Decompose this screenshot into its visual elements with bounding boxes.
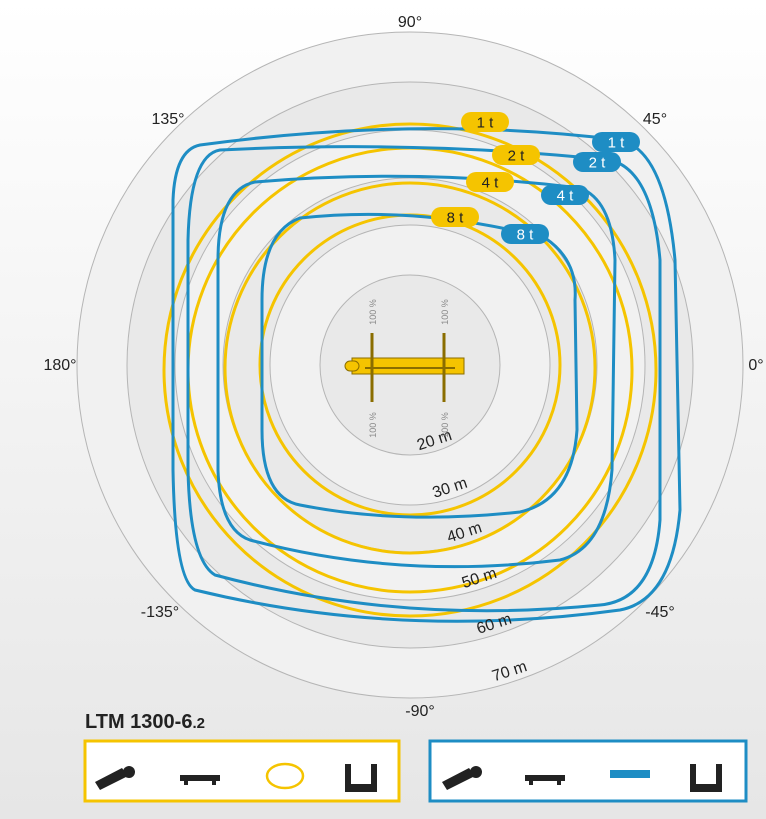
curve-1t-standard — [162, 122, 658, 618]
curve-4t-standard — [223, 181, 597, 555]
load-label-standard-bg — [492, 145, 540, 165]
angle-label: 135° — [151, 111, 184, 128]
counterweight-icon — [690, 764, 722, 792]
load-label-variobase-bg — [501, 224, 549, 244]
load-label-standard-bg — [431, 207, 479, 227]
variobase-icon — [610, 770, 650, 778]
outrigger-label: 100 % — [368, 299, 378, 325]
angle-label: 0° — [748, 357, 763, 374]
model-suffix: .2 — [192, 715, 205, 732]
load-label-variobase-bg — [541, 185, 589, 205]
load-label-variobase-bg — [592, 132, 640, 152]
load-label-variobase-bg — [573, 152, 621, 172]
load-label-standard-bg — [461, 112, 509, 132]
outrigger-icon — [525, 775, 565, 785]
load-label-variobase: 2 t — [589, 155, 607, 172]
model-name: LTM 1300-6 — [85, 711, 192, 733]
load-label-standard: 2 t — [508, 148, 526, 165]
outrigger-icon — [180, 775, 220, 785]
load-label-variobase: 8 t — [517, 227, 535, 244]
load-label-standard: 1 t — [477, 115, 495, 132]
load-label-variobase: 4 t — [557, 188, 575, 205]
load-label-standard: 8 t — [447, 210, 465, 227]
load-label-standard-bg — [466, 172, 514, 192]
load-label-variobase: 1 t — [608, 135, 626, 152]
outrigger-label: 100 % — [440, 412, 450, 438]
angle-label: -135° — [141, 604, 179, 621]
boom-icon-tip — [470, 766, 482, 778]
outrigger-label: 100 % — [440, 299, 450, 325]
model-title: LTM 1300-6.2 — [85, 711, 205, 733]
curve-1t-variobase — [171, 127, 682, 623]
counterweight-icon — [345, 764, 377, 792]
boom-icon — [442, 768, 475, 790]
config-icons — [95, 762, 722, 792]
angle-label: 180° — [43, 357, 76, 374]
crane-icon — [344, 333, 465, 402]
boom-icon — [95, 768, 128, 790]
crane-body — [351, 357, 465, 375]
load-label-standard: 4 t — [482, 175, 500, 192]
angle-label: 45° — [643, 111, 667, 128]
outrigger-label: 100 % — [368, 412, 378, 438]
angle-label: -45° — [645, 604, 675, 621]
boom-icon-tip — [123, 766, 135, 778]
rotation-icon — [265, 762, 305, 790]
angle-label: -90° — [405, 703, 435, 720]
angle-label: 90° — [398, 14, 422, 31]
load-curves — [162, 122, 682, 623]
crane-hook — [344, 360, 360, 372]
